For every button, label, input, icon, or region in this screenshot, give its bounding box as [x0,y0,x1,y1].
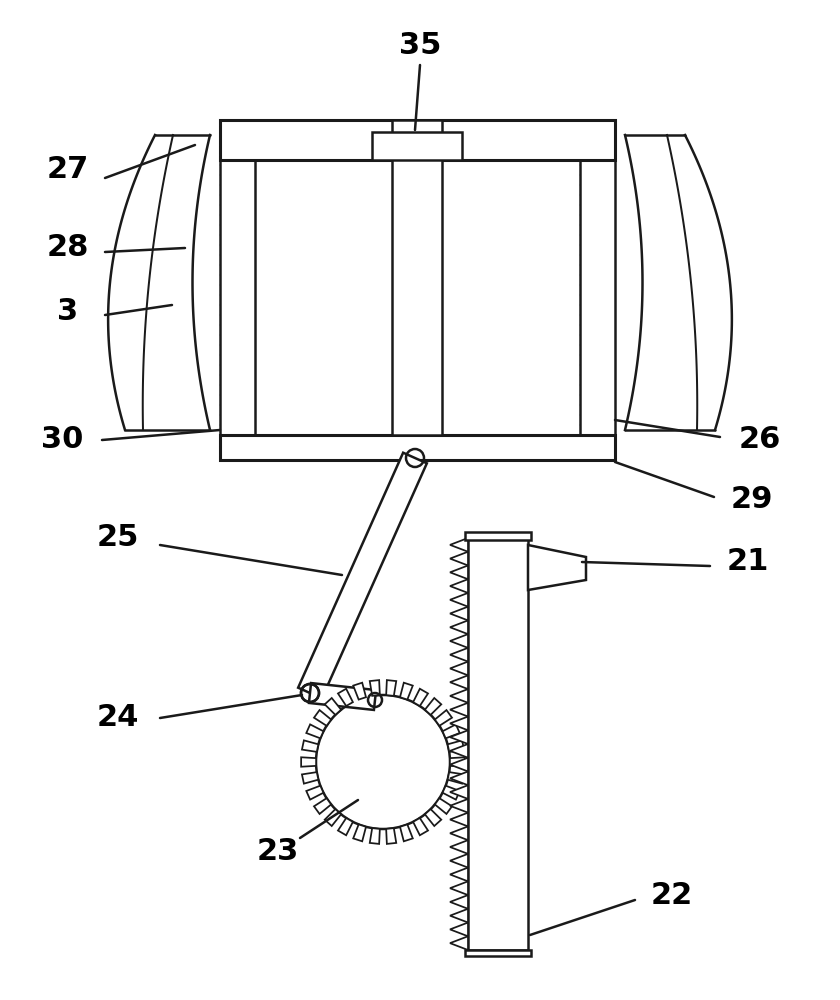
Polygon shape [307,786,323,800]
Bar [372,132,462,160]
Polygon shape [450,758,468,771]
Polygon shape [450,744,468,758]
Polygon shape [425,809,441,826]
Circle shape [316,695,450,829]
Polygon shape [435,710,452,726]
Polygon shape [370,680,380,696]
Polygon shape [302,740,318,752]
Text: 24: 24 [97,704,139,732]
Text: 3: 3 [57,298,79,326]
Polygon shape [450,799,468,813]
Polygon shape [450,634,468,648]
Polygon shape [450,620,468,634]
Polygon shape [425,698,441,715]
Bar [220,160,255,435]
Text: 25: 25 [97,524,139,552]
Polygon shape [450,648,468,662]
Polygon shape [450,895,468,909]
Polygon shape [298,453,427,698]
Text: 35: 35 [399,30,441,60]
Polygon shape [450,730,468,744]
Polygon shape [450,689,468,703]
Bar [220,120,615,160]
Text: 28: 28 [47,233,89,262]
Polygon shape [450,703,468,717]
Polygon shape [370,828,380,844]
Bar [580,160,615,435]
Polygon shape [301,757,316,767]
Polygon shape [443,724,459,738]
Polygon shape [338,818,353,835]
Polygon shape [450,579,468,593]
Bar [220,435,615,460]
Polygon shape [450,909,468,923]
Polygon shape [413,818,428,835]
Polygon shape [450,923,468,936]
Text: 23: 23 [257,838,299,866]
Polygon shape [450,538,468,552]
Polygon shape [450,607,468,620]
Bar [392,120,442,435]
Polygon shape [450,552,468,565]
Polygon shape [302,772,318,784]
Polygon shape [400,683,412,700]
Polygon shape [450,854,468,868]
Polygon shape [450,771,468,785]
Polygon shape [386,828,396,844]
Polygon shape [450,936,468,950]
Polygon shape [450,826,468,840]
Polygon shape [400,824,412,841]
Polygon shape [450,675,468,689]
Polygon shape [386,680,396,696]
Polygon shape [528,545,586,590]
Polygon shape [325,698,341,715]
Polygon shape [448,740,464,752]
Polygon shape [435,798,452,814]
Polygon shape [413,689,428,706]
Polygon shape [353,683,366,700]
Polygon shape [450,662,468,675]
Polygon shape [338,689,353,706]
Polygon shape [450,840,468,854]
Polygon shape [314,798,331,814]
Polygon shape [450,868,468,881]
Text: 29: 29 [731,486,774,514]
Text: 26: 26 [739,426,781,454]
Polygon shape [353,824,366,841]
Bar [465,532,531,540]
Polygon shape [309,683,376,710]
Polygon shape [450,565,468,579]
Bar [468,538,528,950]
Text: 22: 22 [651,880,693,910]
Polygon shape [325,809,341,826]
Polygon shape [443,786,459,800]
Polygon shape [448,772,464,784]
Text: 21: 21 [727,548,769,576]
Polygon shape [450,785,468,799]
Polygon shape [450,593,468,607]
Bar [465,950,531,956]
Text: 27: 27 [47,155,89,184]
Polygon shape [450,881,468,895]
Polygon shape [450,717,468,730]
Polygon shape [450,813,468,826]
Polygon shape [307,724,323,738]
Text: 30: 30 [41,426,83,454]
Polygon shape [314,710,331,726]
Polygon shape [450,757,465,767]
